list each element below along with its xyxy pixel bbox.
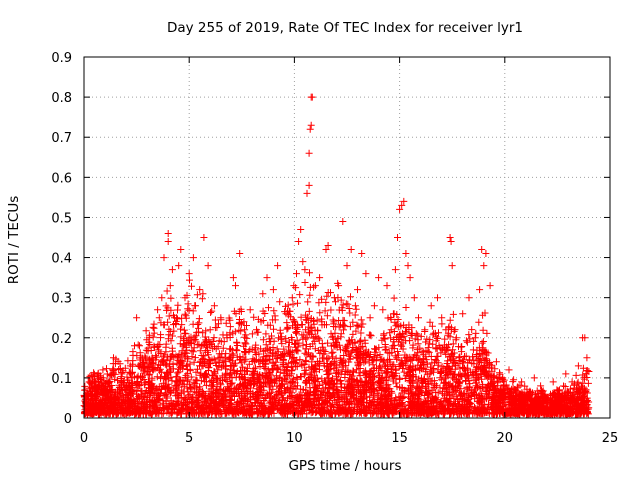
data-point [331,329,339,337]
data-point [479,326,487,334]
data-point [311,337,319,345]
data-point [462,352,470,360]
data-point [328,349,336,357]
data-point [345,305,353,312]
data-point [278,340,286,348]
data-point [322,298,330,306]
data-point [238,371,246,379]
data-point [175,365,182,373]
data-point [177,325,184,333]
data-point [344,300,352,308]
data-point [265,304,272,312]
data-point [289,300,297,308]
data-point [438,320,446,328]
data-point [259,336,267,344]
data-point [318,340,326,348]
data-point [316,309,324,317]
data-point [357,329,365,337]
data-point [292,328,300,336]
data-point [352,327,360,335]
data-point [579,371,587,379]
data-point [186,276,193,284]
data-point [270,307,278,315]
data-point [405,377,413,384]
data-point [352,305,360,313]
data-point [399,345,407,353]
data-point [311,345,319,353]
data-point [479,338,487,345]
data-point [167,306,175,314]
data-point [372,345,380,353]
data-point [250,313,258,321]
data-point [212,345,220,353]
data-point [386,329,394,337]
data-point [301,369,309,377]
data-point [193,328,201,336]
data-point [204,351,212,359]
data-point [465,331,473,339]
data-point [208,307,216,315]
data-point [149,333,157,341]
data-point [390,336,398,343]
data-point [349,318,357,326]
data-point [470,337,478,345]
data-point [340,326,347,334]
data-point [393,311,401,318]
data-point [233,338,241,346]
data-point [475,318,483,326]
data-point [441,335,449,343]
data-point [428,322,436,330]
data-point [115,366,123,373]
data-point [468,326,476,334]
data-point [318,354,326,362]
data-point [199,341,207,349]
data-point [509,378,517,386]
data-point [449,340,457,348]
data-point [356,389,364,397]
data-point [163,287,171,295]
data-point [103,365,110,373]
data-point [192,368,200,376]
data-point [306,269,313,277]
data-point [292,347,300,355]
data-point [161,351,169,359]
data-point [262,352,270,360]
data-point [337,296,345,304]
data-point [347,293,354,301]
data-point [225,355,233,363]
data-point [202,381,210,389]
data-point [264,352,272,359]
data-point [296,356,304,364]
data-point [306,291,314,299]
data-point [283,325,291,333]
data-points [80,93,593,418]
data-point [321,307,329,315]
data-point [196,347,204,355]
data-point [226,362,234,370]
data-point [189,348,197,356]
data-point [316,349,324,357]
data-point [476,358,483,366]
data-point [165,312,173,320]
data-point [210,334,218,342]
data-point [438,363,446,371]
data-point [342,300,350,308]
data-point [367,332,375,340]
data-point [394,348,402,355]
data-point [270,325,277,333]
data-point [572,371,580,379]
data-point [353,321,361,329]
data-point [449,346,457,354]
data-point [384,314,392,322]
data-point [455,354,463,362]
data-point [189,307,197,315]
data-point [354,322,362,330]
